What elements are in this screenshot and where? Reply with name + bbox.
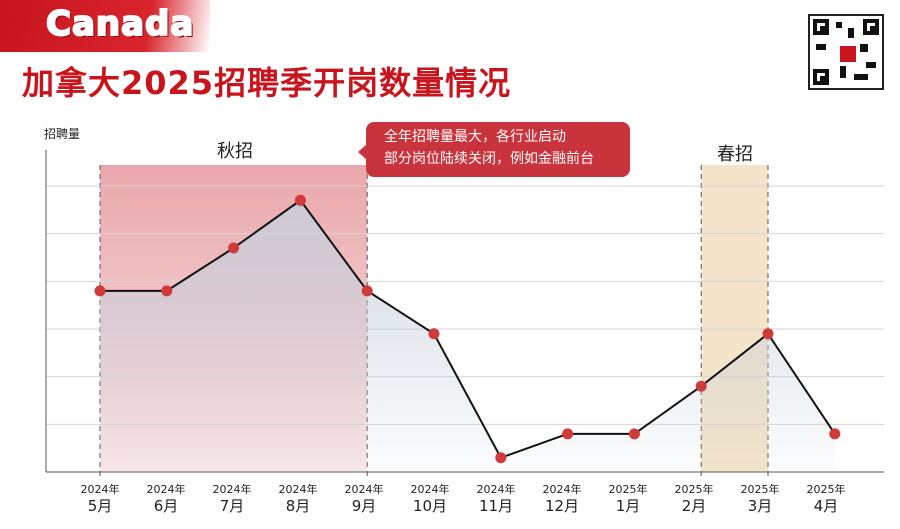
- data-point: [294, 194, 306, 206]
- qr-module: [836, 22, 842, 28]
- qr-logo: [838, 44, 858, 64]
- annotation-callout: 全年招聘量最大，各行业启动 部分岗位陆续关闭，例如金融前台: [358, 122, 630, 177]
- annotation-line-2: 部分岗位陆续关闭，例如金融前台: [384, 151, 594, 167]
- data-point: [628, 428, 640, 440]
- data-point: [428, 328, 440, 340]
- data-point: [762, 328, 774, 340]
- period-label-spring: 春招: [717, 144, 753, 165]
- annotation-line-1: 全年招聘量最大，各行业启动: [384, 129, 566, 145]
- x-tick-label: 2025年 2月: [674, 483, 714, 515]
- data-point: [829, 428, 841, 440]
- qr-finder: [813, 19, 829, 35]
- qr-module: [840, 66, 846, 78]
- page-title: 加拿大2025招聘季开岗数量情况: [22, 64, 512, 102]
- x-tick-label: 2025年 1月: [608, 483, 648, 515]
- qr-module: [854, 74, 868, 80]
- qr-module: [866, 62, 876, 68]
- series-area: [100, 200, 835, 473]
- data-point: [695, 380, 707, 392]
- x-tick-label: 2024年 7月: [212, 483, 252, 515]
- x-tick-label: 2025年 4月: [806, 483, 846, 515]
- qr-finder: [813, 69, 829, 85]
- x-tick-label: 2024年 10月: [410, 483, 450, 515]
- x-tick-label: 2024年 5月: [80, 483, 120, 515]
- data-point: [161, 285, 173, 297]
- qr-code-icon: [808, 14, 884, 90]
- qr-module: [860, 44, 868, 52]
- data-point: [562, 428, 574, 440]
- qr-finder: [863, 19, 879, 35]
- y-axis-label: 招聘量: [44, 127, 81, 141]
- period-label-fall: 秋招: [217, 141, 253, 162]
- x-tick-label: 2025年 3月: [740, 483, 780, 515]
- qr-module: [816, 44, 826, 50]
- data-point: [361, 285, 373, 297]
- data-point: [94, 285, 106, 297]
- x-tick-label: 2024年 6月: [146, 483, 186, 515]
- x-tick-label: 2024年 12月: [542, 483, 582, 515]
- x-tick-label: 2024年 11月: [476, 483, 516, 515]
- header-corner-banner: [0, 0, 210, 52]
- series-line: [100, 198, 836, 459]
- x-tick-label: 2024年 9月: [344, 483, 384, 515]
- country-label: Canada: [45, 3, 195, 45]
- data-point: [228, 242, 240, 254]
- x-tick-label: 2024年 8月: [278, 483, 318, 515]
- data-point: [495, 452, 507, 464]
- qr-module: [848, 28, 854, 38]
